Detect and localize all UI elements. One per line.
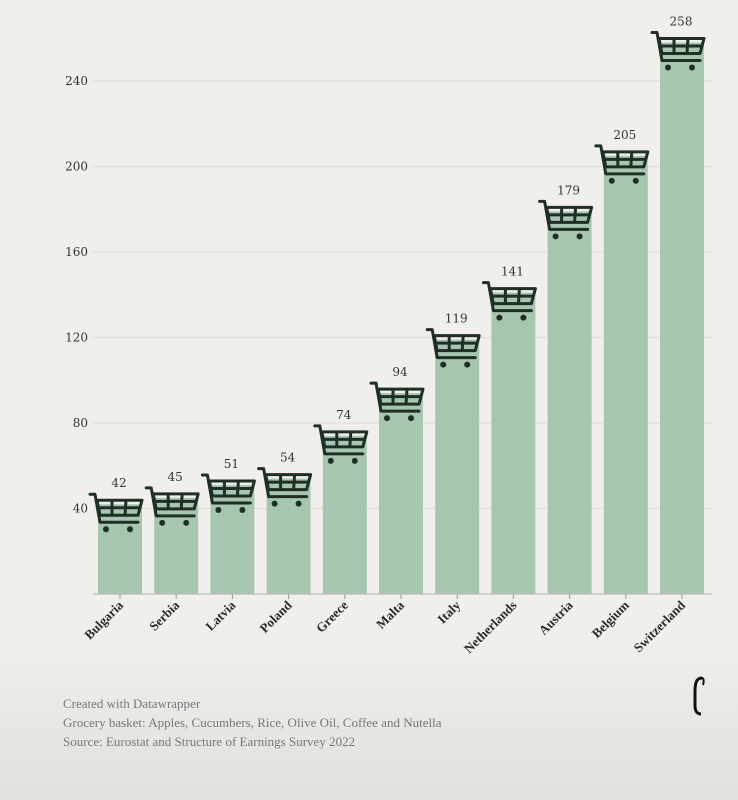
x-tick-label: Serbia [146, 597, 182, 633]
bar-chart: 42 45 51 54 74 94 119 141 179 205 258 Bulgaria Serb… [65, 15, 712, 657]
y-tick-label: 120 [65, 331, 88, 345]
y-tick-label: 80 [73, 416, 88, 430]
bar [98, 504, 142, 594]
x-tick-label: Malta [373, 597, 407, 631]
y-tick-label: 40 [73, 502, 88, 516]
x-tick-label: Bulgaria [81, 597, 126, 642]
shopping-cart-icon [88, 492, 144, 533]
shopping-cart-icon [257, 467, 313, 507]
data-label: 74 [336, 408, 352, 422]
x-tick-label: Greece [313, 597, 351, 635]
x-tick-label: Latvia [202, 597, 238, 633]
data-label: 119 [445, 312, 468, 326]
credit-text: Created with Datawrapper [63, 696, 201, 711]
bar [491, 292, 536, 594]
shopping-cart-icon [313, 424, 369, 464]
shopping-cart-icon [425, 328, 481, 368]
x-tick-label: Switzerland [631, 597, 689, 655]
bar [547, 211, 592, 594]
bar [603, 155, 648, 594]
data-label: 205 [613, 128, 636, 142]
data-label: 54 [280, 451, 296, 465]
data-label: 45 [168, 470, 183, 484]
source-text: Source: Eurostat and Structure of Earnin… [63, 734, 356, 749]
shopping-cart-icon [369, 381, 425, 422]
chart-footer: Created with Datawrapper Grocery basket:… [63, 694, 441, 751]
bar [660, 42, 704, 594]
x-tick-label: Netherlands [461, 598, 520, 657]
bar [435, 339, 480, 594]
data-label: 179 [557, 183, 580, 197]
bar [154, 497, 199, 594]
shopping-cart-icon [594, 144, 650, 184]
y-tick-label: 240 [65, 74, 88, 88]
bar [210, 484, 255, 594]
shopping-cart-icon [538, 199, 594, 240]
shopping-cart-icon [650, 31, 706, 71]
x-tick-label: Austria [535, 597, 576, 638]
bar [379, 393, 423, 594]
x-tick-label: Belgium [589, 597, 632, 640]
data-label: 94 [392, 365, 408, 379]
data-label: 141 [501, 265, 524, 279]
shopping-cart-icon [481, 281, 537, 321]
x-tick-label: Poland [257, 597, 296, 636]
publisher-logo-icon [693, 676, 705, 716]
y-tick-label: 160 [65, 245, 88, 259]
data-label: 42 [111, 476, 126, 490]
data-label: 51 [224, 457, 239, 471]
x-tick-label: Italy [434, 597, 463, 626]
shopping-cart-icon [200, 473, 256, 513]
data-label: 258 [670, 15, 693, 29]
y-tick-label: 200 [65, 160, 88, 174]
basket-note: Grocery basket: Apples, Cucumbers, Rice,… [63, 715, 442, 730]
shopping-cart-icon [144, 486, 200, 526]
